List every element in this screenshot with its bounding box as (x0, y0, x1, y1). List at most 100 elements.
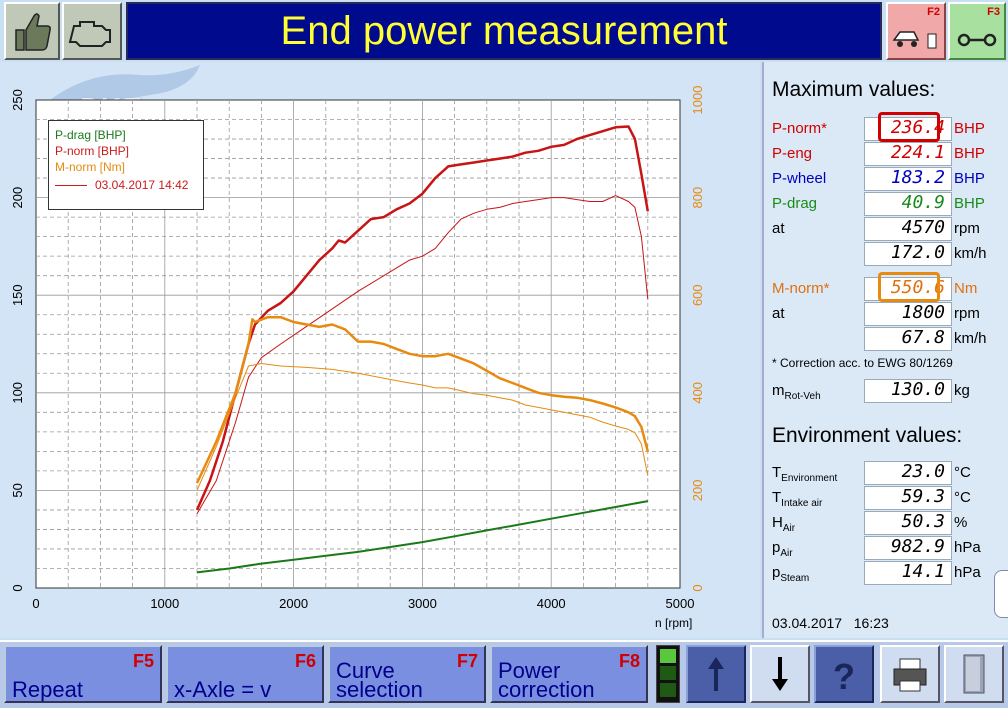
y-right-tick-label: 800 (690, 187, 705, 209)
scroll-down-button[interactable] (750, 645, 810, 703)
environment-title: Environment values: (772, 424, 963, 447)
help-button[interactable]: ? (814, 645, 874, 703)
svg-text:?: ? (833, 656, 855, 697)
engine-icon (68, 21, 111, 47)
max-value-highlight (878, 112, 940, 142)
correction-note: * Correction acc. to EWG 80/1269 (772, 356, 953, 370)
max-value-label: P-eng (772, 145, 813, 162)
traffic-light-indicator (656, 645, 680, 703)
environment-value: 14.1 (864, 561, 952, 585)
thumbs-up-button[interactable] (4, 2, 60, 60)
max-value-unit: BHP (954, 120, 985, 137)
environment-value: 59.3 (864, 486, 952, 510)
x-axle-label: x-Axle = v (174, 677, 272, 702)
legend-item-p-drag: P-drag [BHP] (55, 128, 126, 142)
door-icon (963, 654, 985, 694)
page-title-text: End power measurement (280, 9, 728, 53)
max-value-field: 40.9 (864, 192, 952, 216)
power-correction-button[interactable]: F8 Power correction (490, 645, 648, 703)
y-right-tick-label: 400 (690, 382, 705, 404)
rot-mass-value: 130.0 (864, 379, 952, 403)
max-value-unit: BHP (954, 170, 985, 187)
max-value-row: 67.8 km/h (764, 326, 1008, 351)
side-scroll-tab[interactable] (994, 570, 1008, 618)
environment-label-sub: Air (780, 548, 793, 559)
environment-label-main: p (772, 539, 781, 556)
max-value-label: M-norm* (772, 280, 830, 297)
max-value-label: at (772, 220, 785, 237)
environment-label-main: T (772, 489, 782, 506)
y-right-tick-label: 0 (690, 584, 705, 591)
repeat-key: F5 (132, 651, 154, 671)
environment-label: TIntake air (772, 489, 822, 509)
rot-mass-label-main: m (772, 382, 785, 399)
x-tick-label: 0 (32, 596, 39, 611)
environment-row: pSteam 14.1 hPa (764, 560, 1008, 585)
environment-row: HAir 50.3% (764, 510, 1008, 535)
max-value-row: 550.6 M-norm* Nm (764, 272, 1008, 302)
environment-unit: °C (954, 489, 971, 506)
x-axle-key: F6 (294, 651, 316, 671)
max-value-label: P-norm* (772, 120, 828, 137)
max-value-field: 67.8 (864, 327, 952, 351)
legend-item-m-norm: M-norm [Nm] (55, 160, 125, 174)
x-axis-label: n [rpm] (655, 616, 693, 630)
max-value-label: at (772, 305, 785, 322)
environment-label-main: p (772, 564, 781, 581)
max-value-row: 40.9 P-drag BHP (764, 191, 1008, 216)
max-value-label: P-wheel (772, 170, 827, 187)
max-value-field: 224.1 (864, 142, 952, 166)
max-value-row: 236.4 P-norm* BHP (764, 112, 1008, 142)
max-value-unit: BHP (954, 195, 985, 212)
repeat-button[interactable]: F5 Repeat (4, 645, 162, 703)
x-tick-label: 4000 (537, 596, 566, 611)
exit-button[interactable] (944, 645, 1004, 703)
y-left-tick-label: 200 (10, 187, 25, 209)
max-value-field: 183.2 (864, 167, 952, 191)
rot-mass-label: mRot-Veh (772, 382, 821, 402)
environment-label-sub: Environment (781, 473, 838, 484)
logo-graphic (50, 65, 200, 101)
repeat-label: Repeat (12, 677, 83, 702)
environment-value: 982.9 (864, 536, 952, 560)
x-tick-label: 1000 (150, 596, 179, 611)
curve-selection-key: F7 (456, 651, 478, 671)
curve-selection-button[interactable]: F7 Curve selection (328, 645, 486, 703)
environment-label: HAir (772, 514, 795, 534)
x-tick-label: 2000 (279, 596, 308, 611)
max-value-row: 1800 at rpm (764, 301, 1008, 326)
f2-button[interactable]: F2 (886, 2, 946, 60)
down-arrow-icon (772, 657, 788, 691)
max-value-unit: km/h (954, 330, 987, 347)
max-value-field: 172.0 (864, 242, 952, 266)
max-value-unit: Nm (954, 280, 978, 297)
engine-button[interactable] (62, 2, 122, 60)
y-left-tick-label: 50 (10, 483, 25, 497)
environment-value: 50.3 (864, 511, 952, 535)
max-value-field: 1800 (864, 302, 952, 326)
f2-key-label: F2 (927, 6, 940, 18)
y-right-tick-label: 1000 (690, 86, 705, 115)
x-tick-label: 5000 (666, 596, 695, 611)
page-title: End power measurement (126, 2, 882, 60)
environment-label-sub: Intake air (781, 498, 823, 509)
environment-label: pSteam (772, 564, 809, 584)
print-button[interactable] (880, 645, 940, 703)
roller-icon (957, 33, 997, 47)
series-line (196, 195, 649, 515)
max-value-unit: km/h (954, 245, 987, 262)
max-value-row: 224.1 P-eng BHP (764, 141, 1008, 166)
y-left-tick-label: 250 (10, 89, 25, 111)
scroll-up-button[interactable] (686, 645, 746, 703)
chart-legend: P-drag [BHP] P-norm [BHP] M-norm [Nm] 03… (48, 120, 204, 210)
f3-button[interactable]: F3 (948, 2, 1006, 60)
legend-run-label: 03.04.2017 14:42 (95, 178, 189, 192)
series-line (196, 500, 648, 574)
environment-unit: °C (954, 464, 971, 481)
max-value-label: P-drag (772, 195, 818, 212)
x-axle-button[interactable]: F6 x-Axle = v (166, 645, 324, 703)
light-top (660, 649, 676, 663)
environment-row: pAir 982.9 hPa (764, 535, 1008, 560)
environment-label: pAir (772, 539, 793, 559)
thumbs-up-icon (15, 13, 51, 51)
